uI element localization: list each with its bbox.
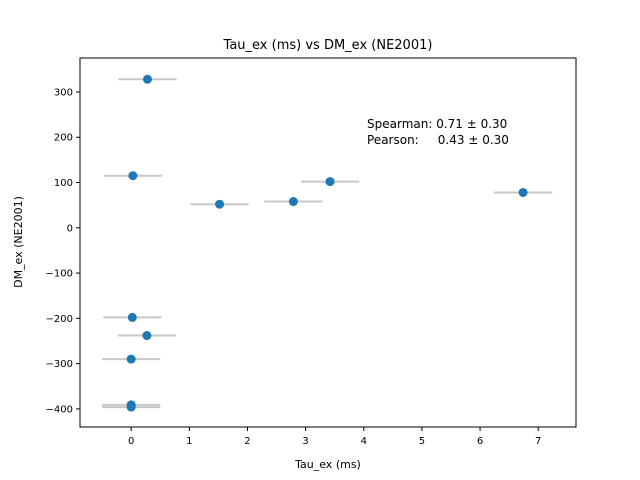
x-tick-label-5: 5 <box>419 436 425 447</box>
plot-frame <box>79 57 577 428</box>
y-tick-label-1: −300 <box>46 359 73 370</box>
y-tick-label-7: 300 <box>54 87 73 98</box>
y-tick-label-6: 200 <box>54 133 73 144</box>
chart-title: Tau_ex (ms) vs DM_ex (NE2001) <box>223 38 433 53</box>
data-point-6 <box>127 312 137 322</box>
data-point-2 <box>215 199 225 209</box>
x-tick-label-4: 4 <box>361 436 367 447</box>
y-axis: −400 −300 −200 −100 0 100 200 300 <box>46 87 80 415</box>
y-tick-label-0: −400 <box>46 404 73 415</box>
data-point-10 <box>126 402 136 412</box>
data-point-0 <box>142 74 152 84</box>
x-axis-label: Tau_ex (ms) <box>294 458 361 471</box>
y-tick-label-2: −200 <box>46 314 73 325</box>
data-point-1 <box>128 171 138 181</box>
x-tick-label-1: 1 <box>186 436 192 447</box>
data-point-3 <box>288 197 298 207</box>
data-point-8 <box>126 354 136 364</box>
pearson-annotation: Pearson: 0.43 ± 0.30 <box>367 133 509 147</box>
y-tick-label-4: 0 <box>67 223 73 234</box>
x-tick-label-0: 0 <box>128 436 134 447</box>
x-axis: 0 1 2 3 4 5 6 7 <box>128 427 541 447</box>
y-tick-label-3: −100 <box>46 269 73 280</box>
x-tick-label-6: 6 <box>477 436 483 447</box>
data-point-7 <box>142 331 152 341</box>
spearman-annotation: Spearman: 0.71 ± 0.30 <box>367 117 507 131</box>
y-tick-label-5: 100 <box>54 178 73 189</box>
x-tick-label-3: 3 <box>302 436 308 447</box>
data-point-5 <box>518 187 528 197</box>
x-tick-label-2: 2 <box>244 436 250 447</box>
x-tick-label-7: 7 <box>535 436 541 447</box>
marker-layer <box>126 74 528 412</box>
y-axis-label: DM_ex (NE2001) <box>12 196 25 288</box>
data-point-4 <box>325 177 335 187</box>
